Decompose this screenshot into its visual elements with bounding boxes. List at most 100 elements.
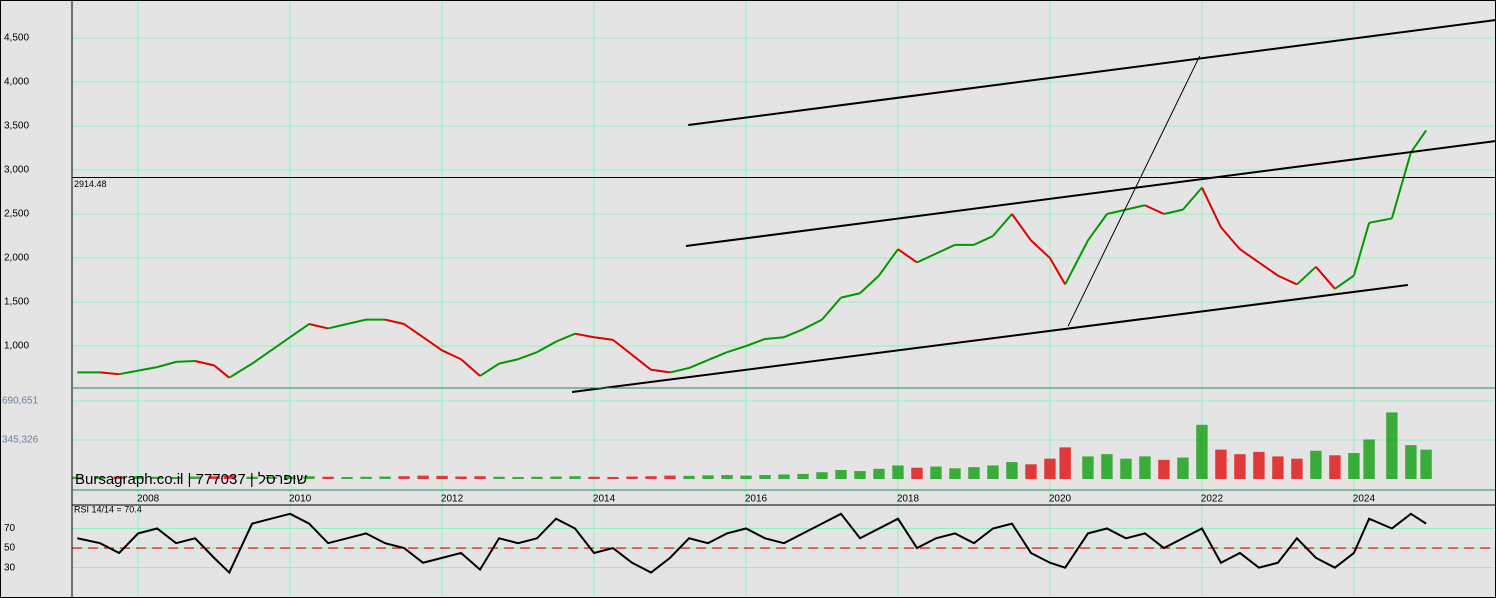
price-segment <box>612 339 633 356</box>
volume-bar <box>1158 459 1170 479</box>
price-segment <box>479 362 500 377</box>
y-tick-label: 30 <box>4 562 16 573</box>
y-tick-label: 1,000 <box>4 341 29 352</box>
price-segment <box>441 349 462 361</box>
price-segment <box>422 336 443 352</box>
volume-bar <box>702 475 714 479</box>
price-segment <box>783 328 804 339</box>
price-segment <box>1064 239 1089 285</box>
price-segment <box>650 368 671 374</box>
price-segment <box>228 362 253 379</box>
y-tick-label: 50 <box>4 543 16 554</box>
price-segment <box>100 371 120 376</box>
volume-bar <box>1044 458 1056 479</box>
volume-bar <box>626 476 638 479</box>
trend-line <box>1067 55 1201 327</box>
volume-bar <box>246 476 258 479</box>
volume-bar <box>474 476 486 479</box>
price-segment <box>1030 239 1051 259</box>
price-segment <box>251 349 272 365</box>
volume-bar <box>189 476 201 479</box>
volume-bar <box>170 476 182 479</box>
x-tick-label: 2022 <box>1201 494 1224 505</box>
volume-bar <box>303 476 315 479</box>
price-segment <box>308 323 329 330</box>
price-segment <box>593 336 614 341</box>
x-tick-label: 2024 <box>1353 494 1376 505</box>
volume-bar <box>1215 449 1227 479</box>
volume-bar <box>151 476 163 479</box>
volume-bar <box>436 475 448 479</box>
price-segment <box>840 292 861 299</box>
volume-bar <box>417 475 429 479</box>
price-segment <box>859 274 880 294</box>
price-segment <box>1239 248 1260 264</box>
volume-bar <box>223 475 235 479</box>
volume-bar <box>1329 455 1341 479</box>
price-segment <box>1258 261 1279 277</box>
price-segment <box>403 323 424 339</box>
chart-title: Bursagraph.co.il | 777037 | שופרסל <box>75 471 307 488</box>
price-segment <box>1182 186 1203 211</box>
price-segment <box>327 323 348 330</box>
volume-bar <box>1405 445 1417 479</box>
volume-bar <box>588 476 600 479</box>
volume-bar <box>132 476 144 479</box>
price-segment <box>973 235 994 246</box>
volume-bar <box>360 476 372 479</box>
y-tick-label: 1,500 <box>4 297 29 308</box>
price-segment <box>707 351 728 362</box>
price-segment <box>137 366 158 372</box>
volume-bar <box>1291 458 1303 479</box>
price-segment <box>878 248 899 277</box>
price-segment <box>631 354 652 371</box>
trend-line <box>688 18 1496 127</box>
price-segment <box>213 364 230 379</box>
price-segment <box>745 338 766 347</box>
price-segment <box>821 296 842 321</box>
y-tick-label: 2,500 <box>4 209 29 220</box>
volume-bar <box>968 467 980 479</box>
x-tick-label: 2012 <box>441 494 464 505</box>
price-segment <box>460 358 481 377</box>
volume-bar <box>569 476 581 479</box>
price-segment <box>1410 129 1427 153</box>
volume-bar <box>854 471 866 479</box>
price-segment <box>1277 274 1298 286</box>
price-segment <box>270 336 291 352</box>
volume-bar <box>71 476 84 479</box>
price-segment <box>498 358 519 365</box>
volume-bar <box>1196 424 1208 479</box>
volume-bar <box>341 476 353 479</box>
price-segment <box>194 360 215 367</box>
volume-bar <box>1082 456 1094 479</box>
price-segment <box>1125 204 1146 211</box>
volume-bar <box>1139 456 1151 479</box>
volume-bar <box>531 476 543 479</box>
y-tick-label: 690,651 <box>2 396 39 407</box>
volume-bar <box>892 465 904 479</box>
grid <box>72 0 1496 598</box>
volume-bar <box>208 476 220 479</box>
price-segment <box>726 345 747 354</box>
price-segment <box>992 213 1013 237</box>
y-tick-label: 2,000 <box>4 253 29 264</box>
price-segment <box>1163 208 1184 215</box>
price-segment <box>1144 204 1165 215</box>
volume-bar <box>284 476 296 479</box>
y-tick-label: 4,000 <box>4 77 29 88</box>
price-segment <box>289 323 310 339</box>
x-tick-label: 2010 <box>289 494 312 505</box>
y-tick-label: 4,500 <box>4 33 29 44</box>
volume-bar <box>1177 457 1189 479</box>
volume-bar <box>645 476 657 479</box>
price-segment <box>669 367 690 374</box>
volume-bar <box>1420 449 1432 479</box>
price-segment <box>555 332 576 343</box>
volume-bar <box>930 466 942 479</box>
price-segment <box>1352 222 1371 276</box>
price-segment <box>1368 217 1393 224</box>
volume-bar <box>778 474 790 479</box>
